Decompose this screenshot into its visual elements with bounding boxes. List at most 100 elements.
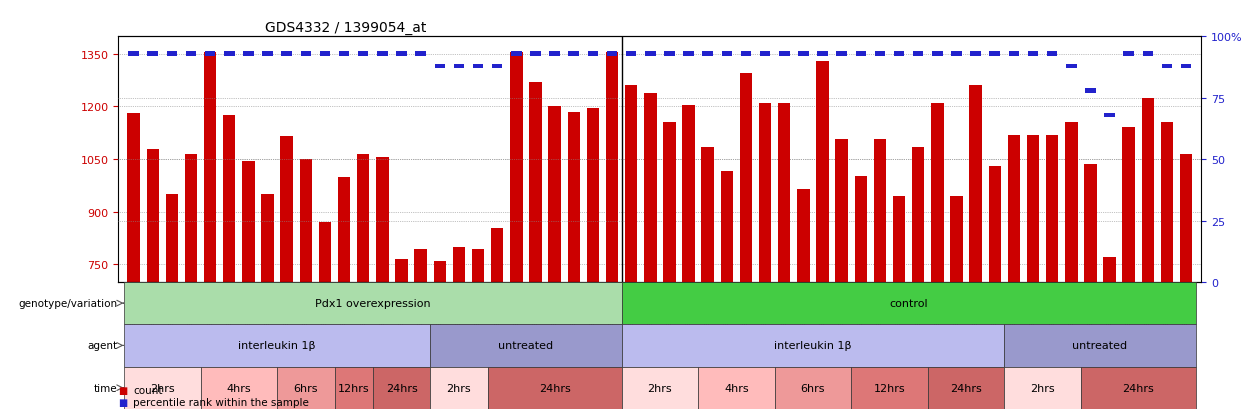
- Text: 24hrs: 24hrs: [386, 383, 417, 393]
- Bar: [1086, 89, 1096, 93]
- Bar: [894, 52, 904, 57]
- Bar: [319, 223, 331, 282]
- Bar: [1047, 52, 1057, 57]
- Bar: [435, 64, 444, 69]
- Bar: [1005, 367, 1081, 409]
- Bar: [205, 52, 215, 57]
- Bar: [1008, 52, 1020, 57]
- Bar: [204, 53, 217, 282]
- Text: GDS4332 / 1399054_at: GDS4332 / 1399054_at: [264, 21, 426, 35]
- Bar: [644, 93, 656, 282]
- Bar: [488, 367, 621, 409]
- Bar: [875, 52, 885, 57]
- Bar: [147, 52, 158, 57]
- Bar: [1084, 165, 1097, 282]
- Bar: [243, 52, 254, 57]
- Bar: [741, 52, 751, 57]
- Text: count: count: [133, 385, 163, 395]
- Bar: [473, 64, 483, 69]
- Bar: [300, 52, 311, 57]
- Bar: [797, 189, 809, 282]
- Bar: [529, 83, 542, 282]
- Text: 2hrs: 2hrs: [647, 383, 672, 393]
- Bar: [320, 52, 330, 57]
- Text: percentile rank within the sample: percentile rank within the sample: [133, 397, 309, 407]
- Bar: [989, 167, 1001, 282]
- Text: genotype/variation: genotype/variation: [19, 298, 117, 309]
- Bar: [835, 140, 848, 282]
- Bar: [166, 195, 178, 282]
- Bar: [606, 52, 618, 57]
- Bar: [453, 64, 464, 69]
- Bar: [510, 53, 523, 282]
- Bar: [124, 367, 200, 409]
- Bar: [377, 52, 387, 57]
- Bar: [778, 103, 791, 282]
- Text: 12hrs: 12hrs: [874, 383, 905, 393]
- Bar: [854, 177, 867, 282]
- Bar: [1180, 155, 1193, 282]
- Bar: [874, 140, 886, 282]
- Bar: [722, 52, 732, 57]
- Bar: [243, 161, 255, 282]
- Bar: [950, 197, 962, 282]
- Bar: [621, 325, 1005, 367]
- Bar: [1123, 128, 1135, 282]
- Bar: [645, 52, 656, 57]
- Bar: [779, 52, 789, 57]
- Text: 2hrs: 2hrs: [447, 383, 471, 393]
- Bar: [626, 52, 636, 57]
- Text: control: control: [889, 298, 928, 309]
- Bar: [1028, 52, 1038, 57]
- Text: 24hrs: 24hrs: [1123, 383, 1154, 393]
- Bar: [625, 86, 637, 282]
- Bar: [740, 74, 752, 282]
- Text: agent: agent: [87, 341, 117, 351]
- Bar: [167, 52, 177, 57]
- Bar: [682, 106, 695, 282]
- Bar: [548, 107, 560, 282]
- Text: untreated: untreated: [498, 341, 554, 351]
- Bar: [913, 52, 924, 57]
- Bar: [817, 62, 829, 282]
- Text: ■: ■: [118, 385, 127, 395]
- Bar: [1046, 135, 1058, 282]
- Bar: [549, 52, 560, 57]
- Bar: [798, 52, 809, 57]
- Bar: [664, 123, 676, 282]
- Bar: [928, 367, 1005, 409]
- Bar: [893, 197, 905, 282]
- Bar: [335, 367, 372, 409]
- Bar: [606, 53, 619, 282]
- Bar: [415, 249, 427, 282]
- Bar: [759, 103, 772, 282]
- Bar: [491, 228, 503, 282]
- Bar: [621, 282, 1195, 325]
- Text: interleukin 1β: interleukin 1β: [238, 341, 316, 351]
- Bar: [510, 52, 522, 57]
- Bar: [1104, 114, 1114, 118]
- Bar: [337, 177, 350, 282]
- Bar: [396, 52, 407, 57]
- Bar: [395, 259, 407, 282]
- Bar: [431, 325, 621, 367]
- Bar: [1066, 64, 1077, 69]
- Bar: [621, 367, 698, 409]
- Bar: [774, 367, 852, 409]
- Bar: [433, 261, 446, 282]
- Bar: [300, 160, 312, 282]
- Bar: [124, 325, 431, 367]
- Bar: [586, 109, 599, 282]
- Text: 4hrs: 4hrs: [725, 383, 748, 393]
- Bar: [223, 116, 235, 282]
- Bar: [453, 247, 466, 282]
- Text: 2hrs: 2hrs: [149, 383, 174, 393]
- Bar: [970, 86, 982, 282]
- Bar: [913, 147, 925, 282]
- Text: 12hrs: 12hrs: [337, 383, 370, 393]
- Bar: [128, 52, 139, 57]
- Bar: [376, 158, 388, 282]
- Bar: [261, 195, 274, 282]
- Bar: [200, 367, 278, 409]
- Bar: [224, 52, 234, 57]
